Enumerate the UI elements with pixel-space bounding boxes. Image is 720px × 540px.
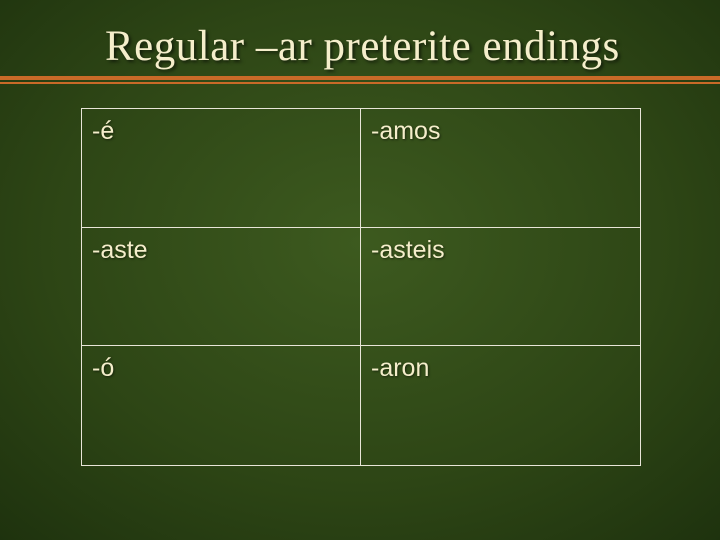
- title-underline-thick: [0, 76, 720, 80]
- table-row: -aste -asteis: [82, 228, 640, 347]
- conjugation-table: -é -amos -aste -asteis -ó -aron: [81, 108, 641, 466]
- title-underline-thin: [0, 82, 720, 84]
- cell-1sg: -é: [82, 109, 361, 227]
- cell-2sg: -aste: [82, 228, 361, 346]
- cell-2pl: -asteis: [361, 228, 640, 346]
- table-row: -ó -aron: [82, 346, 640, 465]
- cell-1pl: -amos: [361, 109, 640, 227]
- table-row: -é -amos: [82, 109, 640, 228]
- slide-title: Regular –ar preterite endings: [105, 22, 620, 71]
- cell-3sg: -ó: [82, 346, 361, 465]
- cell-3pl: -aron: [361, 346, 640, 465]
